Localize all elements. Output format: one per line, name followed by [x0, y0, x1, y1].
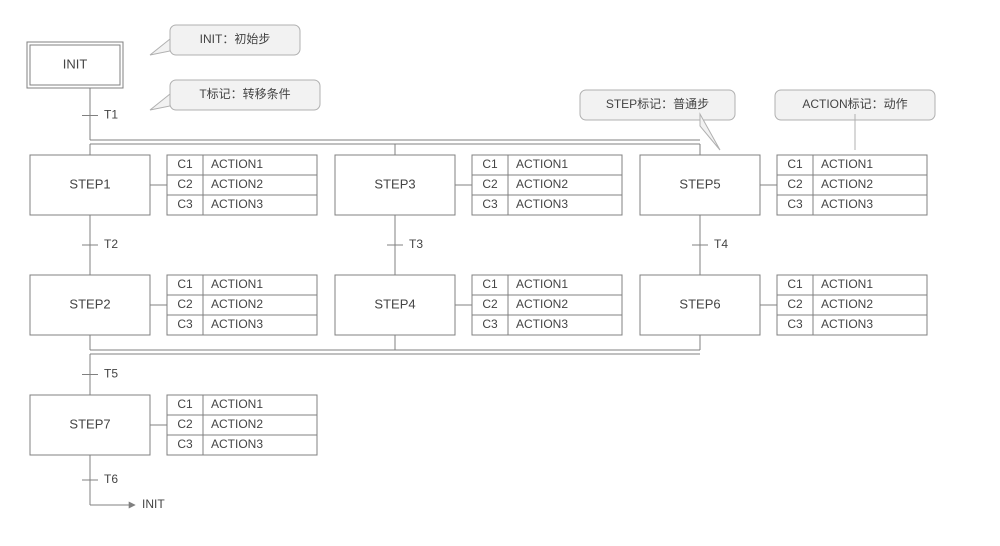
: ACTION2 [821, 297, 873, 311]
init-label: INIT [63, 56, 88, 71]
: C3 [482, 317, 498, 331]
: T2 [104, 237, 118, 251]
: ACTION2 [211, 297, 263, 311]
step-label-step6: STEP6 [679, 296, 720, 311]
: C2 [177, 297, 193, 311]
: ACTION2 [211, 417, 263, 431]
: C1 [787, 277, 803, 291]
: C2 [787, 297, 803, 311]
callout-init-label: INIT：初始步 [200, 32, 271, 46]
: C1 [177, 397, 193, 411]
: ACTION1 [821, 157, 873, 171]
: C2 [482, 297, 498, 311]
: ACTION2 [516, 297, 568, 311]
: C3 [177, 197, 193, 211]
: C2 [482, 177, 498, 191]
: C3 [787, 317, 803, 331]
: ACTION3 [516, 317, 568, 331]
callout-t-label: T标记：转移条件 [199, 86, 290, 101]
step-label-step4: STEP4 [374, 296, 415, 311]
end-init-label: INIT [142, 497, 165, 511]
flowchart-canvas: INIT INIT：初始步 T标记：转移条件 STEP标记：普通步 ACTION标记：动… [0, 0, 1000, 546]
t6-label: T6 [104, 472, 118, 486]
: ACTION2 [821, 177, 873, 191]
callout-action-label: ACTION标记：动作 [802, 97, 907, 111]
: ACTION3 [516, 197, 568, 211]
callout-step-label: STEP标记：普通步 [606, 97, 709, 111]
: ACTION1 [211, 277, 263, 291]
: ACTION2 [211, 177, 263, 191]
step-label-step1: STEP1 [69, 176, 110, 191]
step-label-step3: STEP3 [374, 176, 415, 191]
: C1 [177, 277, 193, 291]
: T3 [409, 237, 423, 251]
: ACTION3 [821, 317, 873, 331]
: C3 [177, 437, 193, 451]
: ACTION1 [516, 277, 568, 291]
: T4 [714, 237, 728, 251]
: ACTION1 [211, 397, 263, 411]
: ACTION2 [516, 177, 568, 191]
step-label-step7: STEP7 [69, 416, 110, 431]
: C2 [177, 417, 193, 431]
: ACTION3 [821, 197, 873, 211]
: C1 [482, 277, 498, 291]
: ACTION1 [516, 157, 568, 171]
: C1 [787, 157, 803, 171]
: ACTION3 [211, 317, 263, 331]
: C3 [787, 197, 803, 211]
: ACTION1 [211, 157, 263, 171]
: C3 [177, 317, 193, 331]
t1-label: T1 [104, 108, 118, 122]
t5-label: T5 [104, 367, 118, 381]
step-label-step5: STEP5 [679, 176, 720, 191]
: C3 [482, 197, 498, 211]
: ACTION3 [211, 437, 263, 451]
: C2 [177, 177, 193, 191]
: C2 [787, 177, 803, 191]
step-label-step2: STEP2 [69, 296, 110, 311]
: ACTION1 [821, 277, 873, 291]
: C1 [482, 157, 498, 171]
: ACTION3 [211, 197, 263, 211]
: C1 [177, 157, 193, 171]
